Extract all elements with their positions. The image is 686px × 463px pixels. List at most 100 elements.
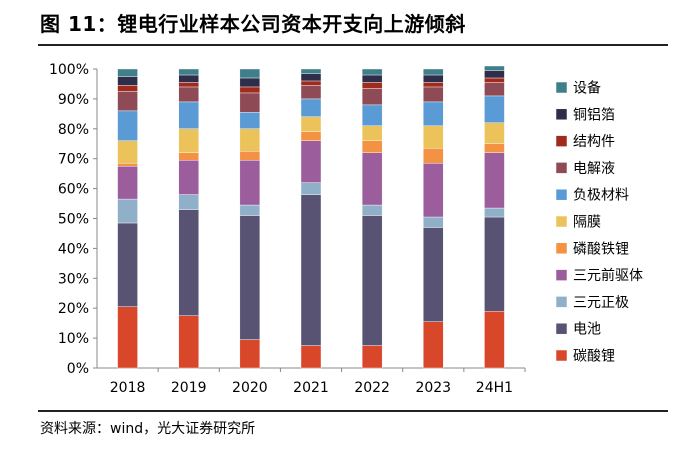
bar-segment — [300, 131, 322, 141]
bar-segment — [423, 148, 444, 164]
y-tick-label: 0% — [67, 361, 89, 377]
legend-swatch — [555, 322, 568, 335]
bar-segment — [178, 315, 199, 369]
bar-segment — [117, 85, 138, 92]
legend-label: 结构件 — [573, 134, 615, 150]
legend-label: 三元正极 — [573, 295, 629, 311]
bar-segment — [423, 86, 444, 103]
bar-segment — [239, 339, 261, 369]
bar-segment — [484, 216, 505, 312]
bar-segment — [423, 125, 444, 149]
bar-segment — [423, 216, 444, 228]
bar-segment — [361, 88, 383, 106]
bar-segment — [300, 194, 322, 346]
bar-segment — [423, 162, 444, 218]
bar-segment — [361, 68, 383, 76]
bar-segment — [484, 310, 505, 369]
bar-segment — [484, 122, 505, 144]
bar-segment — [178, 209, 199, 316]
bar-segment — [178, 128, 199, 153]
legend-label: 电池 — [573, 322, 601, 338]
x-tick-label: 2020 — [232, 380, 268, 396]
bar-segment — [361, 152, 383, 206]
bar-segment — [361, 345, 383, 369]
y-tick-label: 50% — [58, 212, 89, 228]
bar-segment — [484, 143, 505, 153]
legend-label: 电解液 — [573, 161, 615, 177]
legend-swatch — [555, 162, 568, 174]
bar-segment — [239, 86, 261, 94]
bar-segment — [178, 159, 199, 195]
source-note: 资料来源：wind，光大证券研究所 — [40, 421, 256, 437]
bar-segment — [239, 128, 261, 152]
bar-segment — [300, 85, 322, 100]
bar-segment — [117, 68, 138, 77]
bar-segment — [484, 65, 505, 71]
bar-segment — [300, 73, 322, 82]
figure-title: 图 11：锂电行业样本公司资本开支向上游倾斜 — [40, 12, 466, 36]
bar-segment — [239, 215, 261, 340]
bar-segment — [423, 321, 444, 369]
y-tick-label: 90% — [58, 92, 89, 108]
legend-label: 设备 — [573, 80, 601, 97]
bar-segment — [300, 345, 322, 369]
bar-segment — [239, 151, 261, 161]
bar-segment — [178, 82, 199, 88]
bar-segment — [300, 68, 322, 74]
bar-segment — [178, 152, 199, 161]
bar-segment — [484, 207, 505, 218]
bar-segment — [239, 68, 261, 79]
bar-segment — [423, 227, 444, 322]
legend-swatch — [555, 242, 568, 255]
y-tick-label: 40% — [58, 241, 89, 257]
bar-segment — [239, 112, 261, 130]
x-tick-label: 24H1 — [476, 380, 513, 396]
bar-segment — [361, 82, 383, 89]
bar-segment — [300, 98, 322, 118]
bar-segment — [117, 110, 138, 141]
bar-segment — [117, 198, 138, 224]
bar-segment — [117, 165, 138, 200]
legend-label: 铜铝箔 — [573, 107, 615, 123]
x-tick-label: 2018 — [110, 380, 146, 396]
bar-segment — [117, 306, 138, 369]
bar-segment — [239, 204, 261, 216]
legend-label: 负极材料 — [573, 188, 629, 204]
bar-segment — [239, 159, 261, 206]
legend-swatch — [555, 188, 568, 201]
bar-segment — [484, 152, 505, 209]
y-tick-label: 30% — [58, 271, 89, 287]
legend-swatch — [555, 108, 568, 121]
bar-segment — [361, 140, 383, 153]
bar-segment — [178, 68, 199, 76]
bar-segment — [178, 86, 199, 103]
y-tick-label: 10% — [58, 331, 89, 347]
y-tick-label: 100% — [49, 62, 89, 78]
bar-segment — [117, 162, 138, 167]
legend-swatch — [555, 81, 568, 94]
bar-segment — [361, 215, 383, 346]
legend-label: 磷酸铁锂 — [573, 241, 629, 257]
legend-label: 碳酸锂 — [573, 349, 615, 365]
y-tick-label: 80% — [58, 122, 89, 138]
legend-swatch — [555, 215, 568, 228]
y-tick-label: 70% — [58, 152, 89, 168]
bottom-rule — [38, 410, 668, 412]
bar-segment — [423, 101, 444, 127]
bar-segment — [361, 74, 383, 83]
legend-swatch — [555, 349, 568, 362]
legend-swatch — [555, 135, 568, 147]
bar-segment — [300, 116, 322, 132]
bar-segment — [178, 74, 199, 83]
bar-segment — [361, 204, 383, 216]
bar-segment — [117, 91, 138, 112]
bar-segment — [239, 77, 261, 88]
bar-segment — [117, 222, 138, 307]
legend-label: 隔膜 — [573, 215, 601, 231]
bar-segment — [484, 95, 505, 124]
bar-segment — [484, 77, 505, 83]
top-rule — [38, 44, 668, 46]
bar-segment — [300, 182, 322, 195]
bar-segment — [117, 140, 138, 164]
